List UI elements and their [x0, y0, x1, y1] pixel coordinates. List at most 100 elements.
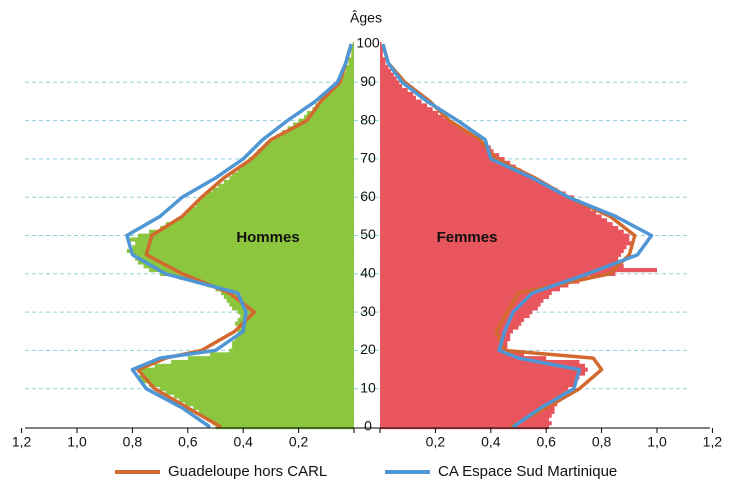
bar	[240, 325, 354, 330]
bar	[237, 329, 354, 334]
bar	[380, 321, 522, 326]
bar	[380, 348, 505, 353]
bar	[179, 275, 354, 280]
bar	[137, 260, 354, 265]
bars	[126, 42, 657, 430]
bar	[262, 145, 354, 150]
x-tick-label: 0,8	[123, 434, 143, 450]
bar	[380, 363, 585, 368]
bar	[198, 409, 354, 414]
bar	[380, 248, 624, 254]
line-men	[125, 43, 353, 429]
bar	[137, 375, 354, 380]
bar	[380, 111, 439, 116]
bar	[380, 176, 533, 181]
y-axis-title: Âges	[350, 10, 382, 26]
bar	[380, 168, 522, 173]
bar	[149, 268, 354, 273]
bar	[380, 156, 505, 162]
bar	[380, 99, 422, 104]
bar	[380, 294, 549, 299]
bar	[380, 137, 480, 142]
bar	[198, 199, 354, 204]
y-tick-label: 100	[356, 35, 380, 51]
bar	[380, 421, 552, 426]
bar	[182, 214, 354, 219]
y-tick-label: 10	[360, 379, 376, 395]
bar	[380, 237, 630, 242]
bar	[380, 187, 558, 192]
bar	[380, 183, 549, 188]
bar	[215, 287, 354, 292]
bar	[380, 317, 525, 322]
bar	[218, 183, 354, 188]
legend-label: Guadeloupe hors CARL	[168, 463, 327, 480]
bar	[229, 176, 354, 181]
bar	[380, 206, 591, 211]
bar	[345, 68, 354, 74]
bar	[380, 310, 533, 315]
bar	[234, 321, 354, 326]
bar	[380, 91, 414, 97]
bar	[331, 88, 354, 93]
men-label: Hommes	[236, 229, 299, 246]
bar	[154, 363, 354, 368]
x-tick-label: 0,6	[178, 434, 198, 450]
bar	[160, 225, 354, 231]
bar	[232, 344, 354, 349]
x-tick-label: 1,2	[703, 434, 723, 450]
bar	[165, 390, 354, 395]
bar	[237, 310, 354, 315]
bar	[149, 382, 354, 388]
bar	[380, 333, 511, 338]
bar	[380, 375, 580, 380]
bar	[380, 130, 469, 135]
bar	[380, 314, 530, 319]
bar	[380, 379, 577, 384]
bar	[342, 76, 354, 81]
bar	[348, 57, 354, 62]
bar	[380, 344, 508, 349]
bar	[380, 103, 428, 108]
bar	[380, 371, 585, 376]
bar	[276, 134, 354, 139]
bar	[149, 229, 354, 234]
bar	[380, 340, 508, 345]
bar	[304, 114, 354, 119]
bar	[143, 264, 354, 269]
bar	[207, 417, 354, 422]
bar	[380, 325, 519, 330]
bar	[380, 233, 630, 238]
bar	[380, 283, 569, 288]
bar	[380, 302, 541, 307]
bar	[232, 340, 354, 345]
bar	[215, 425, 354, 430]
bar	[380, 218, 608, 223]
bar	[380, 134, 475, 139]
y-tick-label: 60	[360, 188, 376, 204]
bar	[380, 172, 527, 177]
bar	[342, 72, 354, 77]
bar	[185, 402, 354, 407]
bar	[380, 160, 511, 165]
bar	[137, 233, 354, 238]
bar	[193, 405, 354, 411]
bar	[380, 179, 541, 185]
bar	[337, 84, 354, 89]
bar	[380, 256, 619, 261]
bar	[380, 122, 455, 127]
bar	[240, 164, 354, 169]
bar	[380, 291, 552, 296]
bar	[380, 271, 616, 277]
bar	[380, 49, 383, 54]
y-tick-label: 30	[360, 303, 376, 319]
bar	[229, 302, 354, 307]
x-tick-label: 0,2	[426, 434, 446, 450]
bar	[351, 49, 354, 54]
bar	[380, 80, 400, 85]
women-label: Femmes	[437, 229, 498, 246]
x-tick-label: 0,2	[289, 434, 309, 450]
bar	[232, 172, 354, 177]
y-tick-label: 40	[360, 265, 376, 281]
bar	[212, 187, 354, 192]
